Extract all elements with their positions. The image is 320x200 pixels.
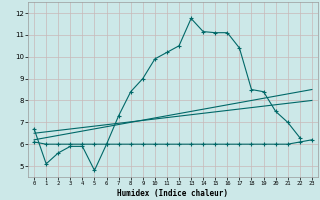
X-axis label: Humidex (Indice chaleur): Humidex (Indice chaleur) bbox=[117, 189, 228, 198]
